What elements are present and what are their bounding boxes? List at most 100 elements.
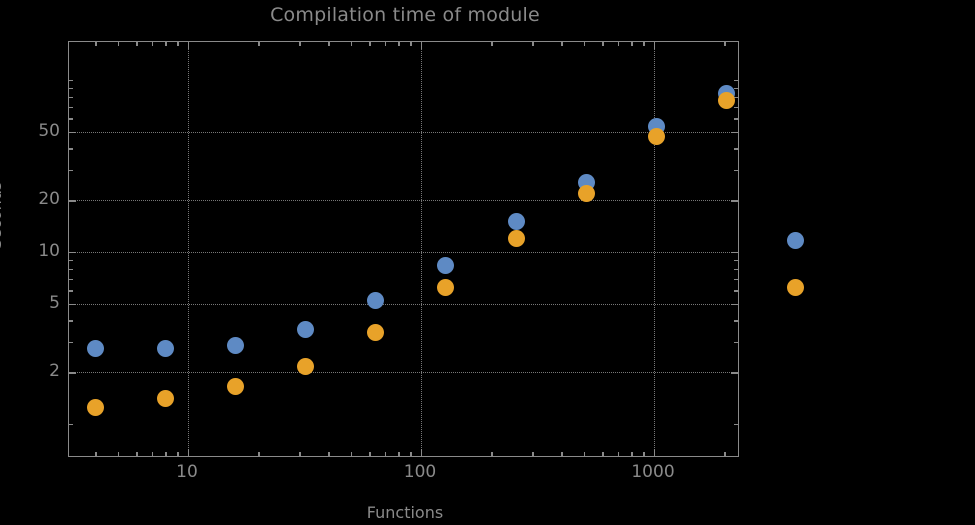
axis-tick xyxy=(117,452,120,456)
plot-frame xyxy=(68,41,739,457)
axis-tick xyxy=(734,96,738,99)
axis-tick xyxy=(583,452,586,456)
axis-tick xyxy=(602,452,604,456)
gridline-horizontal xyxy=(69,252,738,253)
axis-tick xyxy=(643,42,645,46)
y-tick-label: 50 xyxy=(38,120,60,141)
axis-tick xyxy=(151,452,154,456)
gridline-horizontal xyxy=(69,131,738,133)
axis-tick xyxy=(734,87,738,90)
axis-tick xyxy=(734,290,738,292)
axis-tick xyxy=(654,42,656,49)
axis-tick xyxy=(95,452,97,456)
axis-tick xyxy=(369,42,371,46)
axis-tick xyxy=(177,42,179,46)
axis-tick xyxy=(384,42,387,46)
axis-tick xyxy=(561,452,563,456)
axis-tick xyxy=(69,303,76,306)
axis-tick xyxy=(731,131,738,134)
axis-tick xyxy=(421,42,423,49)
axis-tick xyxy=(734,259,738,262)
axis-tick xyxy=(421,449,423,456)
axis-tick xyxy=(69,96,73,99)
y-tick-label: 2 xyxy=(49,361,60,382)
gridline-vertical xyxy=(654,42,655,456)
axis-tick xyxy=(734,106,738,109)
axis-tick xyxy=(617,42,620,46)
gridline-vertical xyxy=(421,42,422,456)
axis-tick xyxy=(328,42,330,46)
axis-tick xyxy=(491,452,493,456)
x-tick-label: 10 xyxy=(176,462,198,482)
data-point xyxy=(787,279,805,297)
axis-tick xyxy=(602,42,604,46)
axis-tick xyxy=(583,42,586,46)
axis-tick xyxy=(177,452,179,456)
axis-tick xyxy=(654,449,656,456)
axis-tick xyxy=(724,452,726,456)
axis-tick xyxy=(410,42,412,46)
gridline-horizontal xyxy=(69,303,738,305)
chart-title: Compilation time of module xyxy=(270,4,540,26)
data-point xyxy=(507,229,525,247)
data-point xyxy=(156,339,174,357)
axis-tick xyxy=(398,452,400,456)
data-point xyxy=(227,378,245,396)
axis-tick xyxy=(165,42,167,46)
axis-tick xyxy=(410,452,412,456)
axis-tick xyxy=(69,131,76,134)
axis-tick xyxy=(188,42,190,49)
axis-tick xyxy=(491,42,493,46)
x-axis-tick-labels: 10 100 1000 xyxy=(0,462,975,488)
axis-tick xyxy=(69,372,76,374)
axis-tick xyxy=(165,452,167,456)
axis-tick xyxy=(69,80,73,82)
y-tick-label: 20 xyxy=(38,189,60,210)
axis-tick xyxy=(299,42,301,46)
axis-tick xyxy=(69,290,73,292)
axis-tick xyxy=(188,449,190,456)
axis-tick xyxy=(299,452,301,456)
data-point xyxy=(437,256,455,274)
axis-tick xyxy=(631,452,633,456)
axis-tick xyxy=(136,42,138,46)
gridline-vertical xyxy=(188,42,189,456)
axis-tick xyxy=(734,341,738,344)
axis-tick xyxy=(95,42,97,46)
data-point xyxy=(156,390,174,408)
data-point xyxy=(577,184,595,202)
axis-tick xyxy=(350,42,353,46)
y-tick-label: 10 xyxy=(38,241,60,261)
axis-tick xyxy=(69,200,76,202)
axis-tick xyxy=(731,303,738,306)
axis-tick xyxy=(734,148,738,150)
axis-tick xyxy=(631,42,633,46)
axis-tick xyxy=(734,278,738,281)
axis-tick xyxy=(69,320,73,322)
axis-tick xyxy=(734,268,738,271)
axis-tick xyxy=(532,42,534,46)
axis-tick xyxy=(617,452,620,456)
data-point xyxy=(718,92,736,109)
x-axis-title: Functions xyxy=(366,503,444,522)
data-point xyxy=(367,292,385,310)
y-tick-label: 5 xyxy=(49,292,60,313)
axis-tick xyxy=(117,42,120,46)
axis-tick xyxy=(734,169,738,172)
axis-tick xyxy=(384,452,387,456)
axis-tick xyxy=(350,452,353,456)
axis-tick xyxy=(69,278,73,281)
axis-tick xyxy=(369,452,371,456)
axis-tick xyxy=(69,169,73,172)
axis-tick xyxy=(734,80,738,82)
axis-tick xyxy=(398,42,400,46)
data-point xyxy=(227,337,245,355)
x-tick-label: 1000 xyxy=(631,462,675,482)
gridline-horizontal xyxy=(69,200,738,202)
axis-tick xyxy=(724,42,726,46)
data-point xyxy=(86,398,104,416)
axis-tick xyxy=(69,148,73,150)
axis-tick xyxy=(643,452,645,456)
axis-tick xyxy=(734,118,738,120)
